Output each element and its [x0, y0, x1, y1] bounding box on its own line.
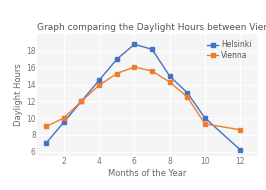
Vienna [133, 66, 136, 68]
Vienna [239, 129, 242, 131]
Vienna [115, 72, 118, 75]
Vienna [168, 81, 171, 83]
Helsinki [168, 75, 171, 77]
Vienna [203, 123, 207, 125]
Helsinki [44, 142, 48, 144]
Vienna [62, 117, 65, 119]
Text: Graph comparing the Daylight Hours between Vienna and Helsinki: Graph comparing the Daylight Hours betwe… [37, 23, 266, 32]
Helsinki [133, 43, 136, 45]
Helsinki [97, 79, 101, 82]
Vienna [97, 84, 101, 86]
Helsinki [151, 48, 154, 50]
Line: Vienna: Vienna [44, 65, 242, 131]
Helsinki [80, 100, 83, 102]
Helsinki [186, 92, 189, 94]
Vienna [186, 96, 189, 98]
Helsinki [239, 149, 242, 151]
Helsinki [115, 58, 118, 60]
Vienna [80, 100, 83, 102]
Legend: Helsinki, Vienna: Helsinki, Vienna [205, 38, 254, 62]
Vienna [151, 70, 154, 72]
Line: Helsinki: Helsinki [44, 43, 242, 152]
X-axis label: Months of the Year: Months of the Year [109, 169, 187, 178]
Vienna [44, 125, 48, 128]
Y-axis label: Daylight Hours: Daylight Hours [14, 64, 23, 126]
Helsinki [203, 117, 207, 119]
Helsinki [62, 121, 65, 123]
